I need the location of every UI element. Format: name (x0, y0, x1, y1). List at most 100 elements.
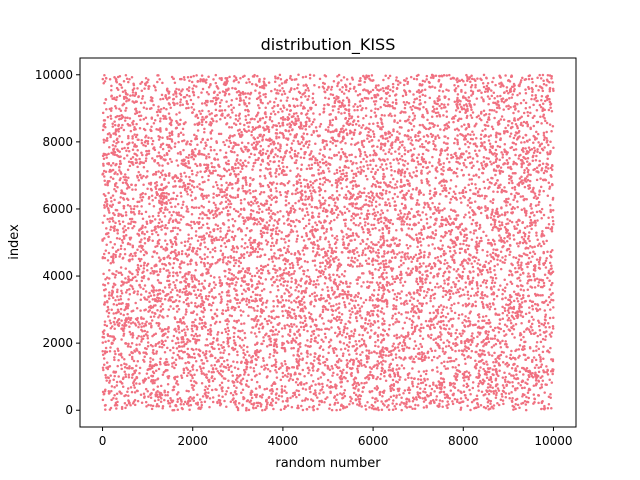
data-point (180, 206, 183, 210)
data-point (358, 100, 362, 103)
data-point (222, 174, 226, 178)
data-point (270, 89, 273, 93)
data-point (186, 187, 189, 190)
data-point (222, 140, 225, 144)
data-point (207, 391, 210, 394)
data-point (296, 191, 300, 194)
data-point (289, 286, 293, 289)
data-point (394, 183, 397, 186)
data-point (514, 407, 517, 411)
data-point (482, 180, 486, 184)
data-point (122, 207, 126, 210)
data-point (127, 99, 130, 102)
data-point (211, 241, 214, 245)
data-point (441, 400, 444, 403)
data-point (141, 217, 145, 220)
data-point (189, 224, 192, 227)
data-point (173, 142, 177, 145)
data-point (206, 387, 209, 391)
data-point (157, 221, 161, 225)
data-point (273, 219, 277, 222)
data-point (178, 295, 182, 298)
data-point (316, 275, 320, 279)
data-point (451, 348, 454, 352)
data-point (540, 122, 543, 125)
data-point (384, 354, 388, 357)
data-point (219, 190, 222, 194)
data-point (286, 323, 289, 327)
data-point (310, 205, 313, 209)
data-point (364, 153, 367, 157)
data-point (377, 326, 380, 329)
data-point (235, 97, 238, 101)
data-point (453, 137, 457, 140)
data-point (159, 145, 162, 149)
data-point (187, 371, 190, 375)
data-point (210, 304, 213, 307)
data-point (265, 115, 268, 119)
data-point (197, 226, 201, 230)
data-point (439, 192, 442, 196)
data-point (526, 288, 530, 292)
data-point (503, 323, 507, 327)
data-point (194, 162, 197, 166)
data-point (353, 108, 356, 112)
data-point (321, 139, 325, 142)
data-point (171, 274, 175, 278)
data-point (178, 111, 181, 114)
data-point (321, 196, 325, 200)
data-point (213, 148, 216, 152)
data-point (371, 191, 374, 195)
data-point (375, 367, 379, 370)
data-point (243, 246, 246, 250)
data-point (171, 339, 174, 343)
data-point (515, 297, 519, 300)
data-point (260, 322, 264, 325)
data-point (269, 142, 272, 146)
data-point (164, 360, 167, 364)
data-point (327, 97, 331, 101)
data-point (529, 260, 533, 264)
data-point (259, 222, 262, 226)
data-point (490, 94, 494, 98)
data-point (415, 78, 419, 81)
data-point (197, 206, 201, 210)
data-point (364, 408, 368, 411)
data-point (362, 165, 365, 168)
data-point (542, 251, 545, 255)
data-point (374, 226, 377, 230)
data-point (220, 183, 223, 187)
data-point (130, 76, 134, 79)
data-point (209, 250, 212, 254)
data-point (286, 247, 289, 251)
data-point (208, 397, 212, 400)
data-point (345, 174, 348, 178)
data-point (232, 335, 236, 339)
data-point (179, 100, 182, 104)
data-point (166, 394, 169, 397)
data-point (350, 259, 353, 262)
data-point (535, 108, 539, 112)
data-point (367, 191, 370, 195)
data-point (447, 125, 451, 129)
data-point (362, 117, 365, 120)
data-point (299, 147, 303, 151)
data-point (262, 191, 266, 194)
data-point (457, 290, 460, 294)
data-point (199, 367, 203, 370)
data-point (210, 137, 213, 140)
data-point (282, 271, 286, 275)
data-point (171, 346, 175, 349)
data-point (456, 93, 460, 96)
data-point (471, 92, 475, 95)
data-point (489, 200, 492, 203)
data-point (404, 311, 408, 314)
data-point (436, 124, 440, 127)
data-point (462, 134, 465, 137)
data-point (443, 184, 446, 187)
data-point (388, 204, 392, 208)
data-point (275, 190, 278, 193)
data-point (399, 190, 402, 194)
data-point (123, 224, 126, 228)
data-point (299, 104, 302, 107)
